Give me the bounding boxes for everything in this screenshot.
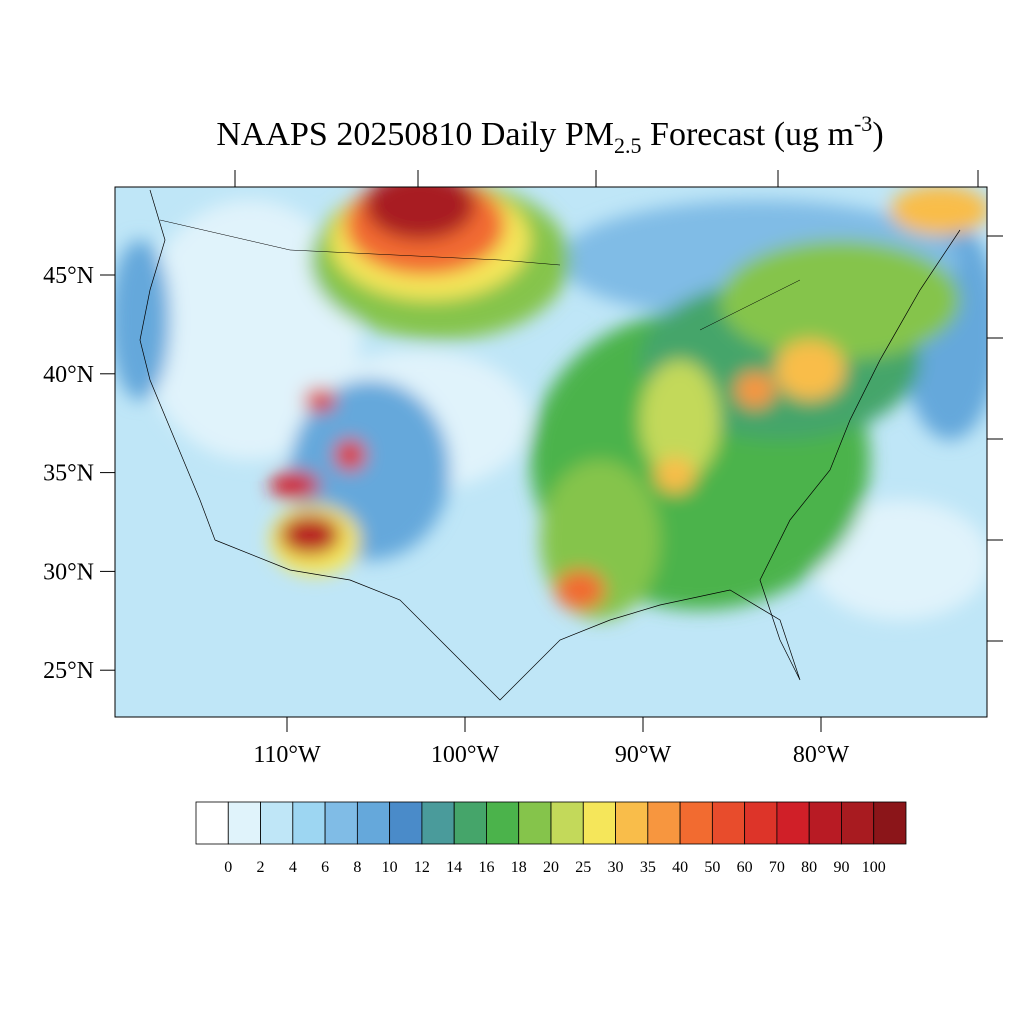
colorbar-box <box>808 801 842 845</box>
colorbar-box <box>518 801 552 845</box>
lat-label: 40°N <box>43 362 94 388</box>
frame-ticks <box>234 170 1003 642</box>
colorbar-box <box>550 801 584 845</box>
colorbar-label: 6 <box>321 859 329 876</box>
colorbar-box <box>841 801 875 845</box>
colorbar-label: 14 <box>446 859 462 876</box>
colorbar-label: 30 <box>608 859 624 876</box>
colorbar-box <box>260 801 294 845</box>
colorbar-label: 70 <box>769 859 785 876</box>
colorbar-box <box>356 801 391 845</box>
colorbar-box <box>195 801 229 845</box>
colorbar-label: 25 <box>575 859 591 876</box>
colorbar-label: 2 <box>257 859 265 876</box>
colorbar-box <box>453 801 487 845</box>
map-frame <box>114 186 988 718</box>
colorbar-label: 10 <box>382 859 398 876</box>
lon-label: 80°W <box>793 742 850 768</box>
colorbar-box <box>324 801 358 845</box>
colorbar-box <box>873 801 907 845</box>
colorbar-box <box>421 801 455 845</box>
title: NAAPS 20250810 Daily PM2.5 Forecast (ug … <box>216 111 883 158</box>
lat-label: 30°N <box>43 559 94 585</box>
colorbar-box <box>744 801 778 845</box>
colorbar-label: 60 <box>737 859 753 876</box>
lon-label: 100°W <box>431 742 500 768</box>
colorbar-box <box>292 801 326 845</box>
colorbar-box <box>582 801 616 845</box>
colorbar-label: 20 <box>543 859 559 876</box>
colorbar-label: 12 <box>414 859 430 876</box>
colorbar-box <box>679 801 713 845</box>
colorbar-box <box>389 801 423 845</box>
colorbar-box <box>615 801 649 845</box>
colorbar-label: 40 <box>672 859 688 876</box>
colorbar-label: 100 <box>862 859 886 876</box>
colorbar-box <box>776 801 810 845</box>
colorbar-label: 35 <box>640 859 656 876</box>
lat-label: 35°N <box>43 461 94 487</box>
lon-label: 110°W <box>253 742 321 768</box>
lat-label: 45°N <box>43 263 94 289</box>
colorbar-label: 90 <box>833 859 849 876</box>
lat-label: 25°N <box>43 658 94 684</box>
colorbar-label: 50 <box>704 859 720 876</box>
colorbar-box <box>647 801 681 845</box>
colorbar-label: 8 <box>353 859 361 876</box>
colorbar-label: 0 <box>224 859 232 876</box>
lon-label: 90°W <box>615 742 672 768</box>
colorbar-box <box>711 801 746 845</box>
colorbar-box <box>227 801 261 845</box>
colorbar-box <box>486 801 520 845</box>
colorbar-label: 18 <box>511 859 527 876</box>
colorbar-label: 16 <box>478 859 494 876</box>
map-field <box>115 187 987 717</box>
colorbar-label: 80 <box>801 859 817 876</box>
colorbar-label: 4 <box>289 859 297 876</box>
